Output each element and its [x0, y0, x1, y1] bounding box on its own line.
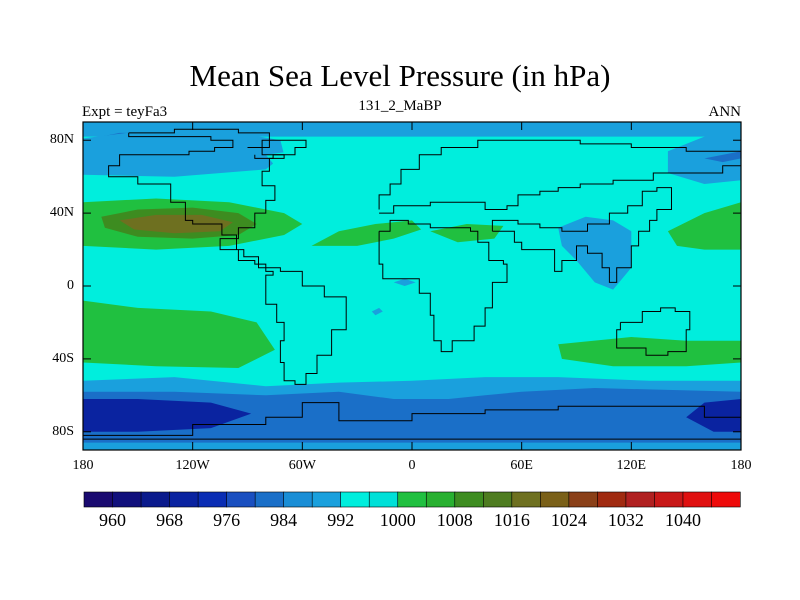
- colorbar-label: 984: [270, 510, 298, 530]
- x-tick-label: 120E: [616, 458, 647, 473]
- coastline-6: [83, 402, 742, 440]
- map-frame: [82, 121, 742, 451]
- colorbar-label: 1000: [379, 510, 416, 530]
- coastline-1: [247, 139, 307, 159]
- contour-deep-low-west: [83, 399, 252, 432]
- contour-atlantic-high: [311, 220, 422, 246]
- contour-deep-low-east: [686, 399, 741, 432]
- contour-arctic-ring-america: [83, 129, 285, 177]
- contour-fills: [83, 122, 741, 450]
- coastline-4: [491, 187, 672, 283]
- x-tick-label: 60E: [510, 458, 533, 473]
- colorbar-label: 1032: [607, 510, 644, 530]
- contour-blob-0: [393, 278, 416, 286]
- y-tick-label: 80S: [52, 423, 74, 439]
- colorbar-label: 976: [213, 510, 241, 530]
- y-tick-label: 40N: [49, 205, 74, 221]
- colorbar-label: 968: [156, 510, 184, 530]
- x-tick-label: 60W: [288, 458, 316, 473]
- x-tick-label: 180: [730, 458, 752, 473]
- contour-med-high: [430, 224, 504, 243]
- coastline-5: [616, 307, 691, 356]
- y-tick-label: 0: [67, 278, 74, 293]
- x-tick-label: 180: [72, 458, 94, 473]
- colorbar-label: 1040: [664, 510, 701, 530]
- coastline-2: [378, 139, 742, 214]
- coastline-0: [108, 128, 347, 385]
- x-tick-label: 120W: [175, 458, 210, 473]
- contour-arctic-low-east: [704, 151, 741, 163]
- contour-south-indian-high: [558, 337, 741, 367]
- x-tick-label: 0: [408, 458, 416, 473]
- colorbar-label: 1008: [436, 510, 473, 530]
- left-string: Expt = teyFa3: [82, 104, 168, 120]
- right-string: ANN: [708, 104, 742, 120]
- colorbar-label: 960: [99, 510, 127, 530]
- plot-title: Mean Sea Level Pressure (in hPa): [189, 58, 611, 93]
- coastline-3: [378, 219, 508, 353]
- colorbar-label: 1024: [550, 510, 587, 530]
- colorbar-label: 1016: [493, 510, 530, 530]
- colorbar-label: 992: [327, 510, 355, 530]
- center-string: 131_2_MaBP: [358, 98, 442, 114]
- coastlines: [83, 128, 742, 440]
- contour-south-pacific-high: [83, 300, 275, 368]
- contour-blob-1: [371, 307, 383, 316]
- y-tick-label: 80N: [49, 132, 74, 148]
- contour-pacific-high-core: [119, 214, 233, 234]
- y-tick-label: 40S: [52, 350, 74, 366]
- contour-asia-high: [667, 202, 741, 250]
